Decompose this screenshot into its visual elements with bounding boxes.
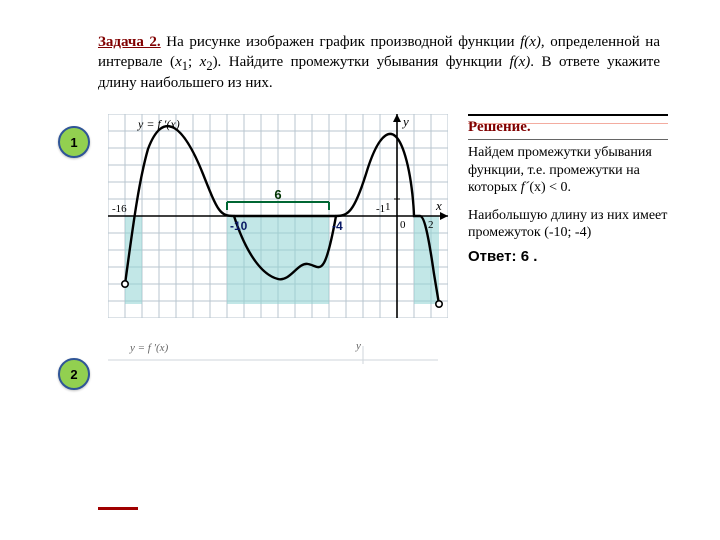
- mini-graph: y = f ′(x) y: [108, 346, 438, 369]
- solution-column: Решение. Найдем промежутки убывания функ…: [468, 114, 668, 266]
- problem-statement: Задача 2. На рисунке изображен график пр…: [98, 33, 660, 93]
- graph-svg: 6 -10 -4 -16 01 2 -1 y x y = f ′(x): [108, 114, 448, 318]
- solution-title: Решение.: [468, 114, 668, 140]
- badge-1: 1: [58, 126, 90, 158]
- footer-accent: [98, 507, 138, 510]
- svg-text:1: 1: [385, 201, 391, 213]
- svg-text:y = f ′(x): y = f ′(x): [137, 117, 180, 131]
- svg-text:-10: -10: [230, 219, 248, 233]
- svg-text:x: x: [435, 198, 442, 213]
- main-graph: 6 -10 -4 -16 01 2 -1 y x y = f ′(x): [108, 114, 448, 323]
- svg-text:0: 0: [400, 219, 406, 231]
- svg-text:-1: -1: [376, 203, 385, 215]
- svg-text:6: 6: [274, 187, 281, 202]
- svg-text:-16: -16: [112, 203, 127, 215]
- svg-text:y: y: [401, 114, 409, 129]
- solution-p2: Наибольшую длину из них имеет промежуток…: [468, 207, 668, 242]
- answer: Ответ: 6 .: [468, 248, 668, 267]
- svg-text:2: 2: [428, 219, 434, 231]
- svg-text:-4: -4: [332, 219, 343, 233]
- solution-p1: Найдем промежутки убывания функции, т.е.…: [468, 144, 668, 197]
- problem-title: Задача 2.: [98, 34, 161, 50]
- badge-2: 2: [58, 358, 90, 390]
